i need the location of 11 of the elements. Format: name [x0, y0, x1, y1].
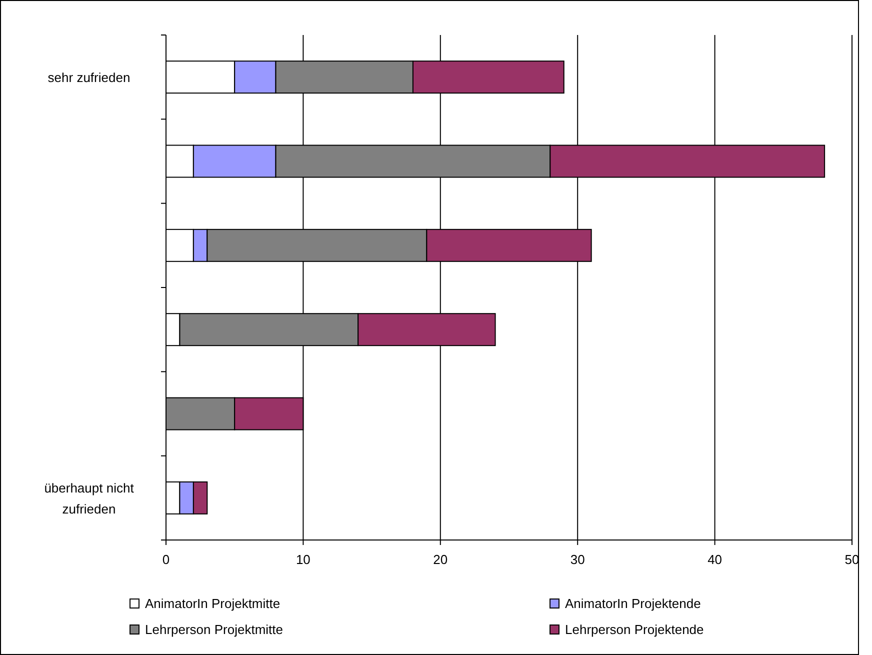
- x-tick-label: 0: [162, 552, 170, 567]
- legend-label: AnimatorIn Projektmitte: [145, 596, 280, 611]
- y-tick-label: überhaupt nicht zufrieden: [44, 480, 134, 516]
- x-tick-label: 30: [570, 552, 585, 567]
- x-tick-label: 40: [708, 552, 722, 567]
- x-tick-label: 20: [433, 552, 448, 567]
- legend-label: Lehrperson Projektmitte: [145, 622, 284, 637]
- y-tick-label: sehr zufrieden: [48, 70, 130, 86]
- legend-label: AnimatorIn Projektende: [565, 596, 701, 611]
- legend-label: Lehrperson Projektende: [565, 622, 704, 637]
- x-tick-label: 10: [296, 552, 310, 567]
